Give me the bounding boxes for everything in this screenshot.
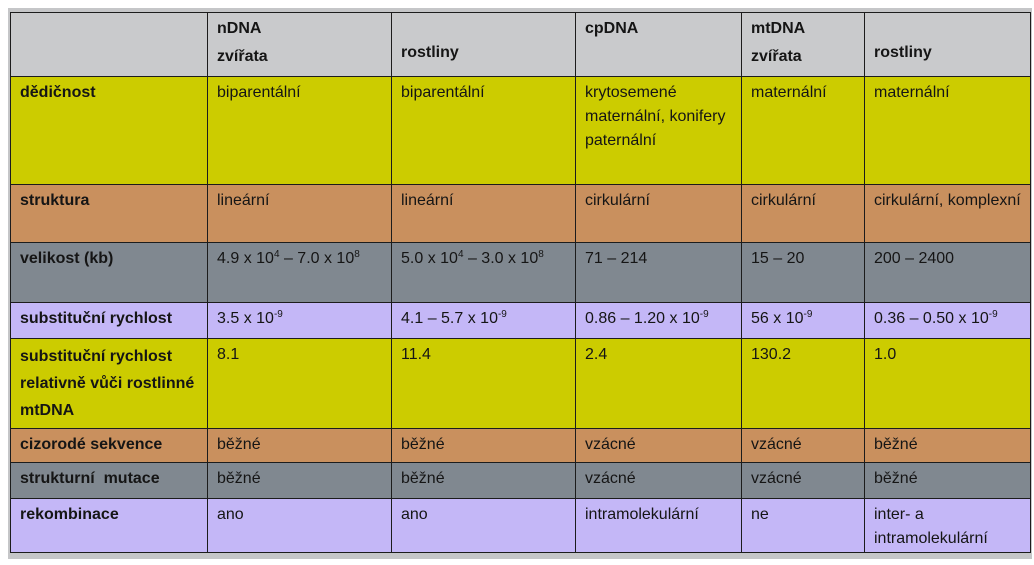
header-sub-label: zvířata <box>217 48 268 65</box>
value-base: 56 x 10 <box>751 310 804 327</box>
table-cell: běžné <box>864 462 1031 499</box>
row-header: struktura <box>10 184 208 243</box>
row-header: substituční rychlost relativně vůči rost… <box>10 338 208 429</box>
table-cell: 0.86 – 1.20 x 10-9 <box>575 302 742 339</box>
table-cell: ano <box>391 498 576 553</box>
table-cell: 4.1 – 5.7 x 10-9 <box>391 302 576 339</box>
table-row: strukturní mutace běžné běžné vzácné vzá… <box>10 462 1031 499</box>
table-cell: 130.2 <box>741 338 865 429</box>
table-cell: ano <box>207 498 392 553</box>
value-exponent: -9 <box>497 309 507 320</box>
header-cpdna: cpDNA <box>575 12 742 77</box>
table-cell: 11.4 <box>391 338 576 429</box>
header-ndna-plants: rostliny <box>391 12 576 77</box>
header-group-label: nDNA <box>217 20 262 37</box>
header-sub-label: zvířata <box>751 48 802 65</box>
header-sub-label: rostliny <box>401 44 459 61</box>
header-sub-label: rostliny <box>874 44 932 61</box>
table-cell: inter- a intramolekulární <box>864 498 1031 553</box>
table-row: velikost (kb) 4.9 x 104 – 7.0 x 108 5.0 … <box>10 242 1031 303</box>
table-cell: maternální <box>741 76 865 185</box>
table-cell: 3.5 x 10-9 <box>207 302 392 339</box>
table-cell: vzácné <box>575 462 742 499</box>
header-mtdna-plants: rostliny <box>864 12 1031 77</box>
header-row: nDNA zvířata rostliny cpDNA mtDNA zvířat… <box>10 12 1031 77</box>
table-cell: vzácné <box>575 428 742 463</box>
table-cell: 0.36 – 0.50 x 10-9 <box>864 302 1031 339</box>
table-row: struktura lineární lineární cirkulární c… <box>10 184 1031 243</box>
header-ndna-animals: nDNA zvířata <box>207 12 392 77</box>
table-cell: lineární <box>391 184 576 243</box>
value-base: 4.9 x 10 <box>217 250 274 267</box>
table-cell: maternální <box>864 76 1031 185</box>
value-exponent: 8 <box>538 249 544 260</box>
table-cell: biparentální <box>391 76 576 185</box>
row-header: cizorodé sekvence <box>10 428 208 463</box>
value-exponent: 4 <box>457 249 464 260</box>
table-row: substituční rychlost relativně vůči rost… <box>10 338 1031 429</box>
value-exponent: -9 <box>803 309 813 320</box>
table-row: cizorodé sekvence běžné běžné vzácné vzá… <box>10 428 1031 463</box>
table-cell: 200 – 2400 <box>864 242 1031 303</box>
value-base: 0.86 – 1.20 x 10 <box>585 310 700 327</box>
value-base: – 3.0 x 10 <box>463 250 539 267</box>
value-exponent: -9 <box>988 309 998 320</box>
header-corner <box>10 12 208 77</box>
value-base: 0.36 – 0.50 x 10 <box>874 310 989 327</box>
value-exponent: 4 <box>273 249 280 260</box>
table-cell: ne <box>741 498 865 553</box>
row-header: velikost (kb) <box>10 242 208 303</box>
row-header: strukturní mutace <box>10 462 208 499</box>
table-cell: běžné <box>391 462 576 499</box>
header-mtdna-animals: mtDNA zvířata <box>741 12 865 77</box>
table-row: dědičnost biparentální biparentální kryt… <box>10 76 1031 185</box>
table-cell: 1.0 <box>864 338 1031 429</box>
value-exponent: 8 <box>354 249 360 260</box>
table-cell: 15 – 20 <box>741 242 865 303</box>
table-cell: cirkulární <box>741 184 865 243</box>
table-cell: 2.4 <box>575 338 742 429</box>
table-cell: 4.9 x 104 – 7.0 x 108 <box>207 242 392 303</box>
table-cell: 71 – 214 <box>575 242 742 303</box>
table-cell: běžné <box>207 462 392 499</box>
table-cell: vzácné <box>741 428 865 463</box>
row-header: substituční rychlost <box>10 302 208 339</box>
value-base: – 7.0 x 10 <box>279 250 355 267</box>
value-base: 3.5 x 10 <box>217 310 274 327</box>
table-cell: 56 x 10-9 <box>741 302 865 339</box>
table-cell: běžné <box>864 428 1031 463</box>
header-group-label: cpDNA <box>585 20 639 37</box>
row-header: dědičnost <box>10 76 208 185</box>
value-exponent: -9 <box>699 309 709 320</box>
table-cell: 8.1 <box>207 338 392 429</box>
table-cell: intramolekulární <box>575 498 742 553</box>
table-cell: cirkulární <box>575 184 742 243</box>
table-cell: běžné <box>391 428 576 463</box>
table-cell: vzácné <box>741 462 865 499</box>
table-cell: 5.0 x 104 – 3.0 x 108 <box>391 242 576 303</box>
table-cell: krytosemené maternální, konifery paterná… <box>575 76 742 185</box>
table-cell: biparentální <box>207 76 392 185</box>
row-header: rekombinace <box>10 498 208 553</box>
dna-comparison-table: nDNA zvířata rostliny cpDNA mtDNA zvířat… <box>10 12 1031 553</box>
value-base: 5.0 x 10 <box>401 250 458 267</box>
table-cell: běžné <box>207 428 392 463</box>
table-cell: lineární <box>207 184 392 243</box>
table-row: substituční rychlost 3.5 x 10-9 4.1 – 5.… <box>10 302 1031 339</box>
value-exponent: -9 <box>273 309 283 320</box>
value-base: 4.1 – 5.7 x 10 <box>401 310 498 327</box>
table-row: rekombinace ano ano intramolekulární ne … <box>10 498 1031 553</box>
table-cell: cirkulární, komplexní <box>864 184 1031 243</box>
header-group-label: mtDNA <box>751 20 806 37</box>
